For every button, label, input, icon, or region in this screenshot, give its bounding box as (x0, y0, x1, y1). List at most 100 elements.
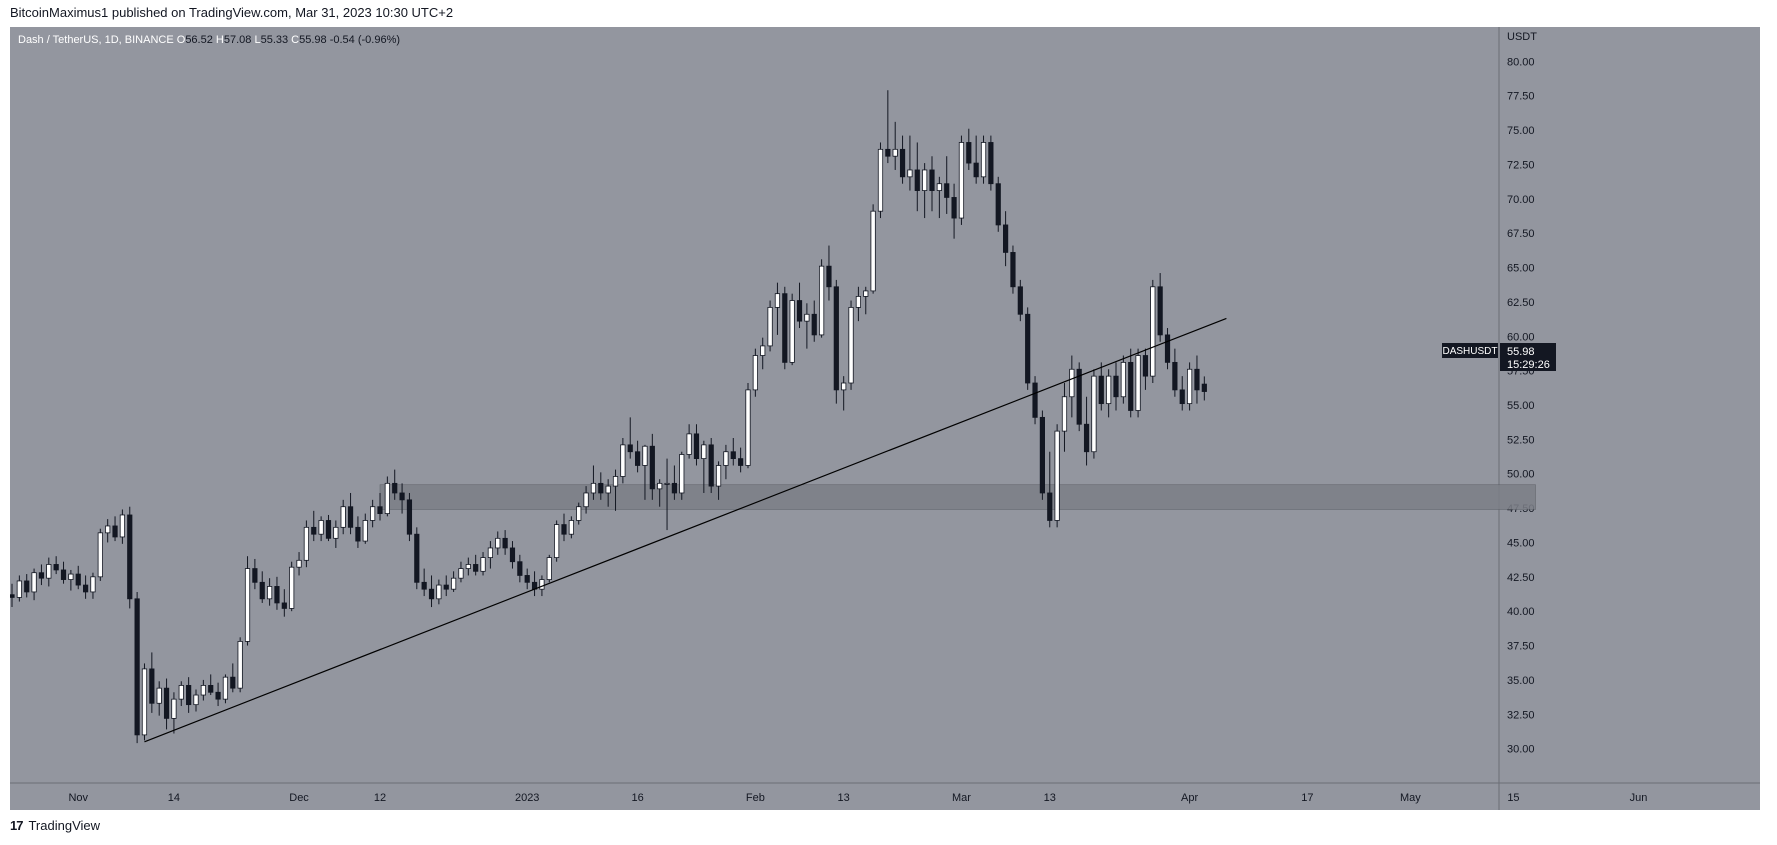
candle-up (679, 454, 685, 494)
time-tick-label: 2023 (515, 792, 539, 804)
candle-up (774, 293, 781, 308)
candle-up (980, 142, 987, 178)
candle-up (804, 313, 810, 322)
candle-down (186, 685, 192, 706)
candle-up (576, 506, 582, 521)
legend-open-value: 56.52 (185, 34, 213, 46)
price-tick-label: 60.00 (1507, 331, 1535, 343)
candle-down (1113, 375, 1119, 398)
candle-up (1120, 361, 1126, 398)
candle-up (546, 557, 552, 580)
candle-down (443, 584, 449, 590)
candle-up (686, 433, 692, 455)
candle-down (406, 499, 413, 535)
candle-up (877, 148, 884, 212)
candle-down (885, 148, 891, 157)
support-zone-layer (379, 484, 1536, 510)
legend-close-label: C (291, 34, 300, 46)
candle-down (517, 561, 523, 576)
price-tick-label: 75.00 (1507, 125, 1535, 137)
price-tick-label: 45.00 (1507, 537, 1535, 549)
candle-up (450, 577, 457, 590)
candle-down (1157, 286, 1163, 336)
candle-up (922, 169, 928, 191)
candle-up (296, 559, 302, 568)
candle-up (554, 524, 560, 558)
candle-down (995, 183, 1001, 226)
time-axis-background (10, 783, 1760, 810)
candle-up (657, 482, 663, 490)
legend-symbol: Dash / TetherUS, 1D, BINANCE (18, 34, 174, 46)
candle-down (1047, 492, 1053, 521)
time-tick-label: 12 (374, 792, 386, 804)
footer-brand[interactable]: 17 TradingView (10, 818, 100, 833)
support-zone (379, 484, 1536, 510)
price-tag-price: 55.98 (1507, 346, 1535, 358)
candle-up (583, 492, 589, 508)
time-tick-label: 13 (838, 792, 850, 804)
time-tick-label: Feb (746, 792, 765, 804)
time-tick-label: Apr (1181, 792, 1198, 804)
time-tick-label: Jun (1630, 792, 1648, 804)
price-tick-label: 32.50 (1507, 709, 1535, 721)
candle-down (149, 668, 155, 704)
candle-down (973, 162, 979, 178)
candle-up (222, 676, 229, 700)
candle-up (141, 668, 148, 736)
time-tick-label: May (1400, 792, 1421, 804)
candle-up (156, 687, 162, 704)
candle-down (1083, 423, 1090, 453)
price-tick-label: 67.50 (1507, 228, 1535, 240)
candle-down (252, 568, 258, 583)
candle-down (708, 444, 714, 487)
candle-down (399, 492, 405, 501)
candle-down (1142, 355, 1149, 377)
legend-high-value: 57.08 (223, 34, 252, 46)
candle-up (16, 580, 22, 598)
candle-up (723, 451, 729, 466)
candle-up (340, 506, 346, 528)
time-tick-label: 14 (168, 792, 180, 804)
candle-down (1164, 334, 1171, 363)
candle-down (627, 444, 633, 453)
candle-up (1054, 430, 1060, 521)
candle-down (24, 580, 30, 593)
ohlc-legend: Dash / TetherUS, 1D, BINANCE O56.52 H57.… (18, 34, 400, 46)
candle-up (1069, 368, 1075, 398)
candle-up (178, 685, 184, 700)
candle-down (598, 482, 604, 494)
candle-down (274, 586, 280, 604)
candle-up (370, 506, 376, 521)
candle-down (502, 537, 508, 549)
plot-background (10, 27, 1499, 783)
candlestick-series (10, 90, 1207, 744)
candle-down (1076, 368, 1082, 425)
candle-up (715, 465, 722, 487)
price-tick-label: 72.50 (1507, 159, 1535, 171)
candle-down (355, 526, 361, 542)
candle-up (745, 389, 751, 466)
candle-down (1010, 252, 1016, 288)
candle-down (428, 588, 435, 600)
candle-up (863, 290, 869, 297)
candle-down (53, 564, 59, 571)
candle-down (929, 169, 935, 191)
candle-down (1194, 368, 1200, 391)
price-tick-label: 70.00 (1507, 194, 1535, 206)
candle-up (31, 572, 37, 593)
candle-down (693, 433, 700, 460)
price-tick-label: 35.00 (1507, 675, 1535, 687)
candle-down (421, 581, 427, 590)
candle-down (944, 183, 950, 198)
legend-low-label: L (254, 34, 261, 46)
candle-down (671, 482, 678, 494)
time-tick-label: Nov (68, 792, 88, 804)
time-tick-label: 16 (631, 792, 643, 804)
price-tick-label: 40.00 (1507, 606, 1535, 618)
candle-down (10, 594, 15, 598)
price-chart[interactable]: USDT 30.00 32.50 35.00 37.50 40.00 42.50 45.00… (10, 27, 1760, 810)
candle-down (1032, 382, 1038, 418)
candle-down (796, 300, 803, 322)
candle-up (266, 586, 273, 600)
candle-up (487, 547, 494, 558)
